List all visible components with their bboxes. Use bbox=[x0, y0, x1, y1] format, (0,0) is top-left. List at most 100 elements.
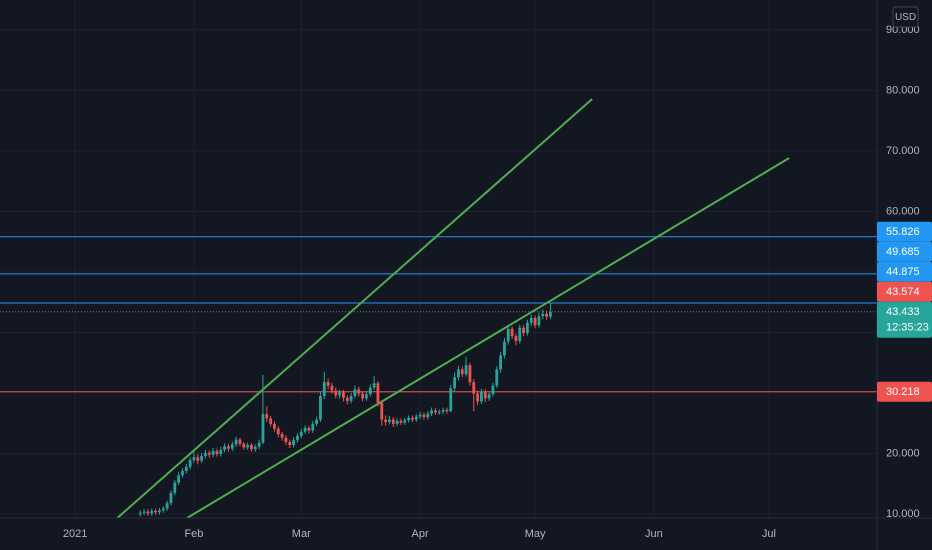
candle-body bbox=[322, 382, 326, 397]
candle-body bbox=[434, 410, 437, 413]
candle-body bbox=[368, 387, 372, 395]
price-label-box bbox=[877, 281, 932, 302]
candle-body bbox=[184, 466, 188, 472]
y-tick-label: 10.000 bbox=[886, 508, 920, 520]
currency-box[interactable] bbox=[892, 6, 919, 28]
x-tick-label: Feb bbox=[184, 528, 203, 540]
candle-body bbox=[453, 377, 456, 389]
trend-line bbox=[116, 98, 593, 518]
x-tick-label: Jun bbox=[645, 528, 663, 540]
candle-body bbox=[315, 419, 319, 424]
candle-body bbox=[250, 445, 253, 450]
candle-body bbox=[549, 311, 552, 317]
candle-body bbox=[472, 382, 476, 394]
candle-body bbox=[338, 392, 342, 396]
candle-body bbox=[537, 316, 541, 326]
x-tick-label: Apr bbox=[412, 528, 429, 540]
candle-body bbox=[188, 460, 192, 467]
candle-body bbox=[445, 409, 449, 412]
candle-body bbox=[261, 414, 265, 443]
candle-body bbox=[173, 482, 177, 493]
candle-body bbox=[526, 322, 529, 334]
candle-body bbox=[403, 420, 407, 423]
candle-body bbox=[219, 449, 223, 455]
candle-body bbox=[437, 411, 441, 413]
candle-body bbox=[181, 471, 184, 476]
candle-body bbox=[299, 431, 303, 436]
candle-body bbox=[372, 383, 376, 388]
candle-body bbox=[545, 313, 548, 317]
price-label-box bbox=[877, 261, 932, 282]
candle-body bbox=[407, 417, 411, 421]
candle-body bbox=[353, 389, 357, 397]
candle-body bbox=[280, 434, 284, 438]
candle-body bbox=[491, 385, 495, 395]
candle-body bbox=[483, 391, 487, 399]
candle-body bbox=[142, 511, 146, 513]
candle-body bbox=[273, 423, 276, 429]
candle-body bbox=[292, 440, 296, 446]
candle-body bbox=[384, 419, 388, 423]
candle-body bbox=[211, 451, 215, 455]
y-tick-label: 60.000 bbox=[886, 205, 920, 217]
candle-body bbox=[177, 475, 181, 483]
candle-body bbox=[399, 420, 403, 423]
price-label: 55.826 bbox=[886, 226, 920, 238]
candle-body bbox=[296, 435, 299, 441]
candle-body bbox=[307, 428, 311, 431]
candle-body bbox=[146, 511, 150, 514]
candle-body bbox=[506, 328, 510, 342]
candle-body bbox=[426, 413, 430, 418]
currency[interactable]: USD bbox=[895, 12, 916, 23]
candle-body bbox=[200, 455, 204, 461]
candle-body bbox=[204, 452, 207, 456]
candle-body bbox=[234, 439, 238, 445]
price-labels: 55.826 49.685 44.875 43.574 43.433 12:35:23 30… bbox=[877, 221, 932, 402]
candle-body bbox=[468, 365, 472, 383]
candle-body bbox=[311, 423, 315, 431]
candle-body bbox=[499, 355, 502, 370]
candle-body bbox=[192, 457, 196, 461]
y-tick-label: 70.000 bbox=[886, 145, 920, 157]
candle-body bbox=[361, 393, 365, 399]
candle-body bbox=[165, 503, 169, 509]
candle-body bbox=[495, 369, 499, 386]
candle-body bbox=[349, 396, 353, 401]
candle-body bbox=[284, 437, 288, 443]
candle-body bbox=[196, 457, 200, 461]
candle-body bbox=[476, 393, 479, 402]
x-tick-label: May bbox=[525, 528, 546, 540]
candle-body bbox=[480, 391, 483, 402]
x-tick-label: Mar bbox=[292, 528, 311, 540]
price-label: 43.574 bbox=[886, 286, 920, 298]
candle-body bbox=[441, 409, 445, 412]
candle-body bbox=[395, 420, 399, 424]
candle-body bbox=[334, 390, 338, 396]
candle-body bbox=[457, 369, 460, 378]
candle-body bbox=[223, 446, 227, 450]
candle-body bbox=[161, 508, 165, 511]
price-label: 43.433 bbox=[886, 306, 920, 318]
candle-body bbox=[276, 428, 280, 435]
candle-body bbox=[303, 428, 307, 432]
trend-line bbox=[186, 157, 790, 518]
price-label: 49.685 bbox=[886, 246, 920, 258]
candle-body bbox=[533, 317, 537, 326]
candle-body bbox=[246, 445, 250, 448]
plot-area bbox=[0, 98, 877, 518]
candle-body bbox=[380, 402, 384, 420]
candle-body bbox=[238, 439, 242, 444]
candle-body bbox=[138, 512, 142, 515]
candle-body bbox=[345, 397, 349, 401]
candle-body bbox=[326, 382, 330, 386]
y-tick-label: 80.000 bbox=[886, 84, 920, 96]
candle-body bbox=[253, 446, 257, 450]
candle-body bbox=[487, 394, 491, 399]
candle-body bbox=[503, 341, 506, 356]
candle-body bbox=[522, 327, 525, 334]
candle-body bbox=[169, 492, 173, 504]
candle-body bbox=[430, 410, 434, 414]
